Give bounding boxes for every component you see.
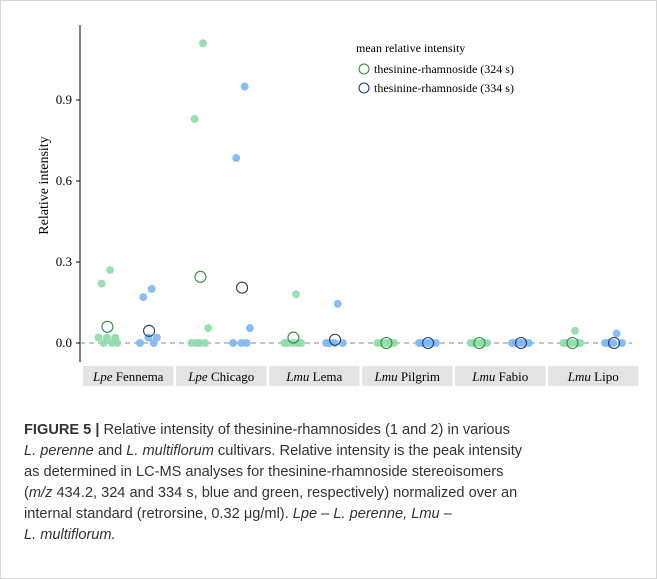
data-point: [423, 339, 432, 347]
group-strip: [548, 366, 639, 386]
group-strip: [83, 366, 174, 386]
data-point: [99, 339, 108, 347]
data-point: [524, 339, 533, 347]
legend-title: mean relative intensity: [356, 41, 465, 55]
caption-text-4c: 434.2, 324 and 334 s, blue and green, re…: [52, 485, 518, 501]
data-point: [516, 339, 525, 347]
mean-marker: [608, 336, 621, 350]
data-point: [97, 279, 106, 288]
legend-entry: thesinine-rhamnoside (334 s): [374, 81, 514, 95]
data-point: [232, 154, 241, 163]
group-strip: [269, 366, 360, 386]
data-point: [136, 339, 145, 347]
data-point: [147, 285, 156, 293]
y-axis-label: Relative intensity: [37, 136, 52, 234]
caption-species-1: L. perenne: [24, 443, 94, 459]
figure-caption: FIGURE 5 | Relative intensity of thesini…: [24, 420, 639, 546]
caption-text-2b: and: [93, 443, 127, 459]
data-point: [139, 293, 148, 302]
caption-text-3: as determined in LC-MS analyses for thes…: [24, 464, 504, 480]
data-point: [431, 339, 440, 347]
data-point: [149, 339, 158, 347]
data-point: [192, 339, 201, 347]
mean-marker: [287, 331, 300, 344]
mean-marker: [329, 333, 342, 346]
data-point: [612, 329, 621, 338]
group-label: Lpe Chicago: [187, 369, 254, 384]
y-tick-label: 0.3: [56, 254, 72, 269]
data-point: [94, 333, 103, 342]
legend-marker: [358, 82, 370, 94]
figure-label: FIGURE 5 |: [24, 422, 100, 438]
data-point: [617, 339, 626, 347]
mean-marker: [566, 336, 579, 350]
group-label: Lmu Fabio: [471, 369, 528, 384]
data-point: [245, 324, 254, 333]
data-point: [204, 324, 213, 333]
data-point: [571, 326, 580, 335]
mean-marker: [380, 336, 393, 350]
mean-marker: [101, 320, 114, 333]
data-point: [573, 339, 582, 347]
data-point: [240, 82, 249, 91]
legend-marker: [358, 63, 370, 75]
group-label: Lmu Lema: [285, 369, 342, 384]
data-point: [601, 339, 610, 347]
mean-marker: [422, 336, 435, 350]
group-strip: [176, 366, 267, 386]
data-point: [294, 339, 303, 347]
y-tick-label: 0.0: [56, 335, 72, 350]
caption-text-5a: internal standard (retrorsine, 0.32 μg/m…: [24, 506, 293, 522]
mean-marker: [194, 270, 207, 283]
scatter-chart: 0.0 0.3 0.6 0.9 Relative intensity Lpe Fennem…: [37, 25, 639, 386]
group-label: Lpe Fennema: [92, 369, 164, 384]
data-point: [559, 339, 568, 347]
mean-marker: [473, 336, 486, 350]
data-point: [508, 339, 517, 347]
data-point: [113, 339, 122, 347]
data-point: [201, 339, 210, 347]
group-strip: [362, 366, 453, 386]
data-point: [292, 290, 301, 299]
group-label: Lmu Pilgrim: [374, 369, 440, 384]
data-point: [609, 339, 618, 347]
data-point: [415, 339, 424, 347]
data-point: [387, 339, 396, 347]
data-point: [466, 339, 475, 347]
caption-text-1: Relative intensity of thesinine-rhamnosi…: [99, 422, 510, 438]
y-tick-label: 0.9: [56, 92, 72, 107]
data-point: [330, 339, 339, 347]
data-point: [199, 39, 208, 48]
data-point: [333, 299, 342, 308]
caption-text-2d: cultivars. Relative intensity is the pea…: [213, 443, 523, 459]
caption-mz: m/z: [28, 485, 53, 501]
y-tick-label: 0.6: [56, 173, 73, 188]
caption-text-6: L. multiflorum.: [24, 527, 116, 543]
group-label: Lmu Lipo: [567, 369, 619, 384]
caption-abbreviations: Lpe – L. perenne, Lmu –: [292, 506, 452, 522]
data-point: [480, 339, 489, 347]
legend-entry: thesinine-rhamnoside (324 s): [374, 62, 514, 76]
data-point: [280, 339, 289, 347]
mean-marker: [236, 281, 249, 294]
data-point: [242, 339, 251, 347]
caption-text-4a: (: [24, 485, 29, 501]
group-strip: [455, 366, 546, 386]
data-point: [373, 339, 382, 347]
data-point: [106, 266, 115, 275]
mean-marker: [515, 336, 528, 350]
data-point: [190, 114, 199, 123]
mean-marker: [143, 324, 156, 337]
data-point: [229, 339, 238, 347]
caption-species-2: L. multiflorum: [126, 443, 214, 459]
data-point: [322, 339, 331, 347]
